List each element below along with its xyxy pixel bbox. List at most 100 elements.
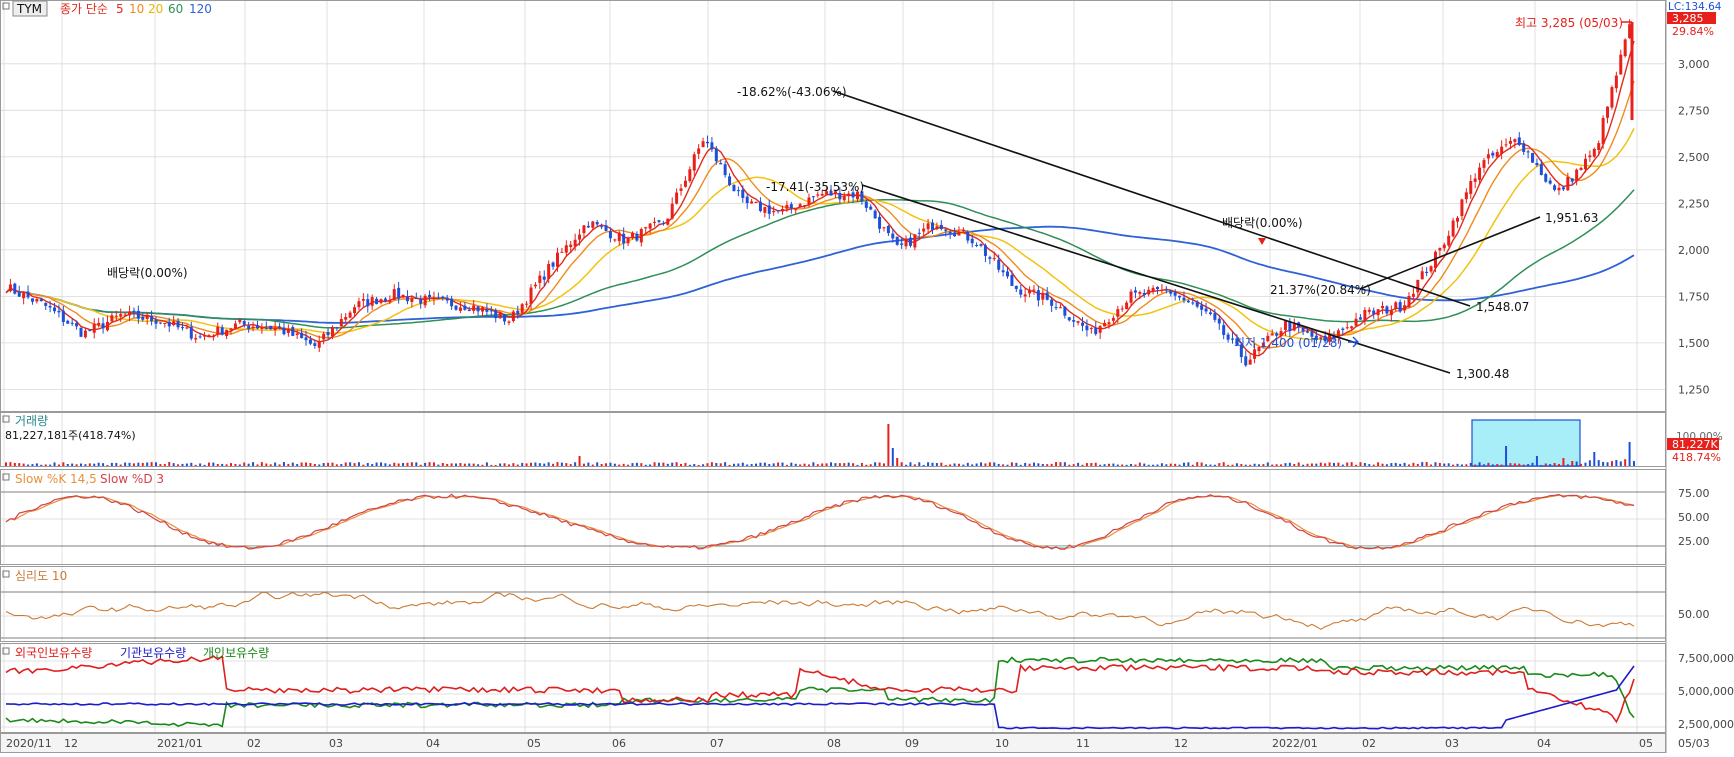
volume-bar [1223, 462, 1225, 466]
volume-bar [1518, 464, 1520, 466]
volume-bar [239, 464, 241, 466]
volume-bar [14, 463, 16, 466]
candle-body [609, 231, 612, 238]
candle-body [71, 323, 74, 324]
holdings-title-inst: 기관보유수량 [120, 646, 186, 660]
candle-body [287, 329, 290, 333]
candle-body [631, 233, 634, 237]
volume-bar [1320, 463, 1322, 466]
volume-bar [976, 463, 978, 466]
volume-bar [1157, 465, 1159, 466]
candle-body [1535, 163, 1538, 165]
candle-body [1377, 309, 1380, 315]
candle-body [710, 142, 713, 149]
volume-bar [971, 464, 973, 466]
candle-body [988, 257, 991, 259]
candle-body [371, 297, 374, 306]
volume-bar [371, 464, 373, 466]
volume-bar [1417, 464, 1419, 466]
annotation-upper-end: 1,548.07 [1476, 300, 1529, 314]
volume-bar [80, 464, 82, 466]
volume-bar [177, 464, 179, 466]
candle-body [1134, 290, 1137, 292]
candle-body [1482, 160, 1485, 168]
candle-body [1540, 164, 1543, 175]
volume-bar [1121, 464, 1123, 466]
candle-body [635, 234, 638, 241]
candle-body [1350, 326, 1353, 328]
volume-bar [755, 464, 757, 466]
ticker-label: TYM [16, 2, 42, 16]
volume-bar [1434, 462, 1436, 466]
volume-bar [199, 463, 201, 466]
candle-body [221, 327, 224, 334]
volume-bar [1108, 464, 1110, 466]
candle-body [1575, 170, 1578, 182]
volume-bar [1165, 464, 1167, 466]
volume-bar [1033, 463, 1035, 466]
candle-body [309, 340, 312, 344]
candle-body [909, 238, 912, 246]
volume-bar [292, 463, 294, 466]
volume-bar [724, 462, 726, 466]
volume-bar [1232, 465, 1234, 466]
candle-body [1584, 159, 1587, 169]
stoch-title-d: Slow %D 3 [100, 472, 164, 486]
last-pct-badge: 29.84% [1672, 25, 1714, 38]
volume-bar [234, 464, 236, 466]
candle-body [57, 311, 60, 313]
volume-bar [415, 462, 417, 466]
candle-body [728, 176, 731, 185]
candle-body [746, 197, 749, 203]
price-tick-label: 2,500 [1678, 151, 1710, 164]
volume-bar [1567, 464, 1569, 466]
candle-body [953, 232, 956, 236]
candle-body [891, 234, 894, 239]
candle-body [719, 163, 722, 164]
volume-bar [1205, 464, 1207, 466]
candle-body [644, 227, 647, 228]
volume-bar [1311, 463, 1313, 466]
volume-bar [592, 465, 594, 466]
volume-bar [896, 458, 898, 466]
volume-bar [120, 465, 122, 466]
volume-title: 거래량 [15, 414, 48, 428]
candle-body [437, 297, 440, 298]
volume-bar [623, 464, 625, 466]
volume-bar [1307, 464, 1309, 466]
volume-bar [23, 464, 25, 466]
volume-bar [1112, 464, 1114, 466]
volume-bar [1386, 464, 1388, 466]
candle-body [905, 239, 908, 247]
volume-bar [865, 465, 867, 466]
volume-bar [1602, 462, 1604, 466]
x-axis-label: 02 [247, 737, 261, 750]
volume-bar [1337, 463, 1339, 466]
candle-body [1209, 312, 1212, 314]
volume-bar [296, 464, 298, 466]
volume-bar [1465, 464, 1467, 466]
volume-bar [1284, 463, 1286, 466]
volume-bar [1545, 463, 1547, 466]
candle-body [375, 299, 378, 304]
candle-body [44, 303, 47, 306]
candle-body [922, 229, 925, 232]
candle-body [1227, 335, 1230, 340]
candle-body [106, 322, 109, 330]
candle-body [146, 315, 149, 319]
volume-bar [1090, 463, 1092, 466]
volume-bar [45, 464, 47, 466]
candle-body [137, 311, 140, 319]
volume-bar [1509, 463, 1511, 466]
volume-bar [662, 463, 664, 466]
volume-bar [455, 463, 457, 466]
volume-bar [336, 464, 338, 466]
volume-bar [984, 463, 986, 466]
volume-bar [1037, 463, 1039, 466]
candle-body [84, 331, 87, 338]
candle-body [1094, 328, 1097, 334]
volume-bar [821, 463, 823, 466]
volume-bar [1077, 463, 1079, 466]
candle-body [724, 164, 727, 175]
